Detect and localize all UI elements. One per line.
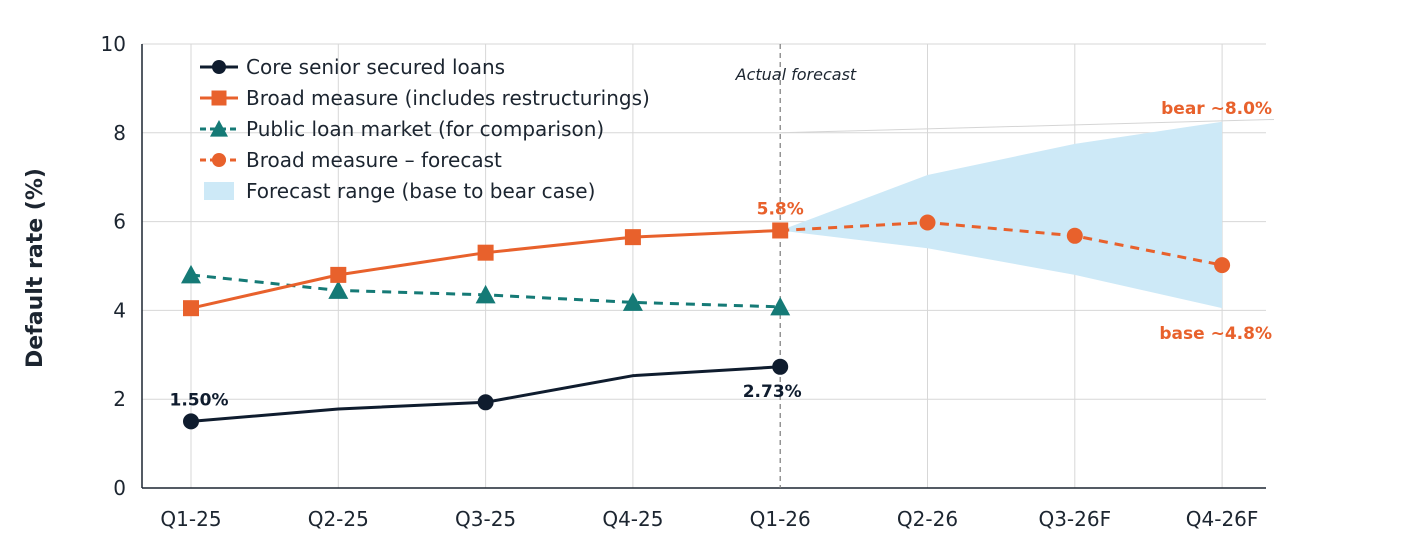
x-tick-label: Q2-25 [308, 507, 369, 531]
x-tick-label: Q4-25 [602, 507, 663, 531]
x-tick-label: Q2-26 [897, 507, 958, 531]
legend-item: Broad measure (includes restructurings) [200, 86, 650, 110]
annotation-layer: 1.50% 2.73% 5.8% bear ~8.0% base ~4.8% [170, 99, 1272, 410]
y-tick-label: 4 [113, 298, 126, 322]
bear-guide-line [780, 118, 1275, 134]
public-loan-market-point [770, 296, 791, 316]
series-layer [181, 214, 1231, 430]
y-tick-label: 8 [113, 121, 126, 145]
x-tick-label: Q3-26F [1038, 507, 1111, 531]
legend-item: Forecast range (base to bear case) [204, 179, 595, 203]
core-senior-secured-loans-point [477, 394, 494, 411]
public-loan-market-point [475, 284, 496, 304]
core-senior-secured-loans-point [183, 413, 199, 430]
y-tick-label: 6 [113, 210, 126, 234]
y-tick-label: 2 [113, 387, 126, 411]
legend-label: Public loan market (for comparison) [246, 117, 604, 141]
broad-measure-forecast-point [919, 214, 936, 231]
legend-swatch-marker [212, 60, 226, 74]
broad-measure-forecast-point [1066, 227, 1083, 244]
broad-measure-forecast-line [780, 220, 1223, 267]
forecast-range-band [780, 121, 1223, 309]
forecast-divider-label: Actual forecast [735, 65, 857, 84]
legend-item: Broad measure – forecast [200, 148, 502, 172]
data-label: base ~4.8% [1159, 324, 1272, 344]
x-tick-label: Q1-26 [750, 507, 811, 531]
legend-item: Public loan market (for comparison) [200, 117, 604, 141]
public-loan-market-point [622, 292, 643, 311]
legend-swatch-range [204, 182, 234, 200]
legend-swatch-marker [212, 153, 226, 167]
public-loan-market-point [181, 264, 201, 284]
legend-label: Broad measure – forecast [246, 148, 502, 172]
legend-label: Core senior secured loans [246, 55, 505, 79]
legend-swatch-marker [210, 120, 228, 137]
y-axis-label: Default rate (%) [23, 168, 48, 368]
public-loan-market-point [328, 280, 349, 299]
broad-measure-forecast-point [1214, 257, 1231, 274]
legend-swatch-marker [211, 90, 227, 106]
broad-measure-point [624, 229, 641, 246]
data-label: 5.8% [757, 199, 804, 219]
core-senior-secured-loans-point [772, 358, 789, 375]
legend-item: Core senior secured loans [200, 55, 505, 79]
x-tick-label: Q4-26F [1186, 507, 1259, 531]
data-label: 2.73% [743, 382, 802, 402]
axis-layer: 0 2 4 6 8 10 Q1-25 Q2-25 Q3-25 Q4-25 Q1-26 Q2-26 Q3-… [101, 32, 1266, 531]
x-tick-label: Q1-25 [160, 507, 221, 531]
broad-measure-point [183, 300, 199, 317]
data-label: bear ~8.0% [1161, 99, 1272, 119]
y-tick-label: 10 [101, 32, 126, 56]
y-tick-label: 0 [113, 476, 126, 500]
broad-measure-point [477, 244, 494, 261]
legend: Core senior secured loans Broad measure (… [200, 55, 650, 203]
x-tick-label: Q3-25 [455, 507, 516, 531]
data-label: 1.50% [170, 390, 229, 410]
broad-measure-point [330, 266, 347, 283]
legend-label: Broad measure (includes restructurings) [246, 86, 650, 110]
forecast-range-layer [780, 118, 1275, 309]
legend-label: Forecast range (base to bear case) [246, 179, 595, 203]
